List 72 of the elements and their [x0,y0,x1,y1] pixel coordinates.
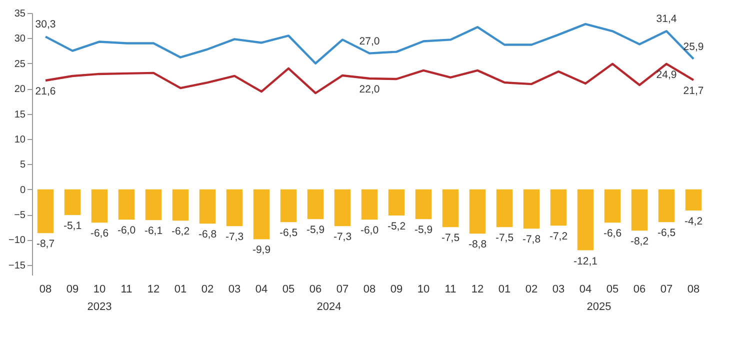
y-tick-label: 30 [14,34,26,45]
data-label: -7,8 [522,234,541,246]
text: 2025 [586,301,612,313]
y-tick-label: 35 [14,8,26,20]
data-label: -7,3 [225,231,244,244]
data-label: -6,5 [657,227,676,240]
x-tick-label: 08 [687,284,700,296]
data-label: -6,1 [144,225,163,238]
y-tick-label: 0 [20,184,26,196]
y-tick-label: 20 [14,84,26,96]
y-tick-label: −10 [8,235,26,246]
data-label: -12,1 [574,255,598,268]
data-label: -6,5 [279,227,298,240]
data-label: 21,6 [35,86,56,98]
data-label: -7,2 [549,230,568,243]
x-tick-label: 12 [147,284,160,296]
x-tick-label: 07 [336,284,349,296]
x-tick-label: 02 [525,284,538,296]
y-tick-label: 15 [14,109,26,120]
data-label: 24,9 [656,68,677,81]
x-tick-label: 11 [120,284,132,296]
data-label: -5,1 [63,220,82,232]
x-tick-label: 07 [660,284,673,296]
x-tick-label: 05 [606,284,619,296]
x-tick-label: 03 [552,284,565,296]
x-tick-label: 12 [471,284,484,296]
x-tick-label: 04 [579,284,592,296]
data-label: 25,9 [683,40,704,53]
x-tick-label: 04 [255,284,268,296]
y-tick-label: 5 [20,160,26,171]
data-label: -6,0 [117,224,136,237]
x-tick-label: 06 [633,284,646,296]
x-tick-label: 02 [201,284,214,296]
data-label: -6,6 [90,228,109,240]
y-tick-label: 25 [14,58,26,70]
data-label: 22,0 [359,84,380,96]
data-label: -5,9 [306,224,325,236]
data-label: -6,8 [198,228,217,241]
y-tick-label: −15 [8,260,26,272]
data-label: -8,2 [630,236,649,248]
data-label: -6,6 [603,228,622,240]
data-label: 30,3 [35,18,56,31]
x-tick-label: 01 [498,284,511,296]
x-tick-label: 09 [390,284,403,296]
text: 2023 [87,301,112,313]
data-label: -7,3 [333,231,352,244]
x-tick-label: 10 [417,284,430,296]
data-label: -9,9 [252,244,271,256]
x-tick-label: 08 [363,284,376,296]
data-label: -7,5 [495,232,514,244]
data-label: -6,2 [171,226,190,238]
y-tick-label: −5 [14,210,26,222]
y-tick-label: 10 [14,134,26,146]
data-label: -6,0 [360,224,379,237]
x-tick-label: 03 [228,284,241,296]
data-label: 27,0 [359,35,380,48]
x-tick-label: 05 [282,284,295,296]
data-label: -5,9 [414,224,433,236]
data-label: -8,8 [468,238,487,251]
text: 2024 [316,301,342,313]
data-label: 31,4 [656,13,677,26]
data-label: -7,5 [441,232,460,244]
data-label: -8,7 [36,238,55,250]
data-label: -4,2 [684,216,703,228]
x-tick-label: 09 [66,284,79,296]
x-tick-label: 08 [39,284,52,296]
x-tick-label: 10 [93,284,106,296]
x-tick-label: 01 [174,284,187,296]
x-tick-label: 11 [444,284,456,296]
data-label: -5,2 [387,220,406,233]
x-tick-label: 06 [309,284,322,296]
data-label: 21,7 [683,85,704,98]
